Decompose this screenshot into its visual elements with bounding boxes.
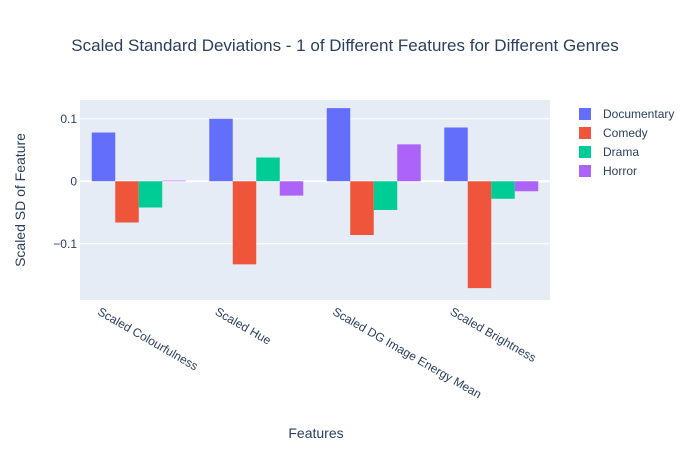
y-tick-label: 0 xyxy=(70,174,77,188)
legend-label: Drama xyxy=(603,145,639,159)
bar-horror xyxy=(279,181,304,196)
y-tick-label: −0.1 xyxy=(53,237,77,251)
x-tick-label: Scaled Brightness xyxy=(448,304,539,364)
legend-swatch xyxy=(579,127,591,139)
y-axis-ticks: 0.1 0 −0.1 xyxy=(53,112,77,251)
legend-item-horror[interactable]: Horror xyxy=(579,164,637,178)
bar-documentary xyxy=(326,108,351,182)
legend-item-comedy[interactable]: Comedy xyxy=(579,126,648,140)
x-axis-ticks: Scaled Colourfulness Scaled Hue Scaled DG … xyxy=(95,304,538,401)
x-tick-label: Scaled Colourfulness xyxy=(95,304,200,373)
legend-swatch xyxy=(579,146,591,158)
legend-swatch xyxy=(579,165,591,177)
legend-item-documentary[interactable]: Documentary xyxy=(579,107,674,121)
bar-drama xyxy=(373,181,398,210)
bar-documentary xyxy=(444,127,468,182)
y-axis-title: Scaled SD of Feature xyxy=(12,133,28,267)
bar-comedy xyxy=(467,181,492,289)
x-axis-title: Features xyxy=(288,425,343,441)
bar-documentary xyxy=(209,118,233,182)
legend-swatch xyxy=(579,108,591,120)
x-tick-label: Scaled Hue xyxy=(213,304,274,347)
legend[interactable]: Documentary Comedy Drama Horror xyxy=(579,107,674,178)
legend-label: Horror xyxy=(603,164,637,178)
bar-drama xyxy=(256,157,280,182)
chart-title: Scaled Standard Deviations - 1 of Differ… xyxy=(71,36,618,55)
legend-item-drama[interactable]: Drama xyxy=(579,145,639,159)
bars xyxy=(91,108,539,289)
legend-label: Documentary xyxy=(603,107,674,121)
legend-label: Comedy xyxy=(603,126,648,140)
bar-horror xyxy=(162,180,186,182)
bar-drama xyxy=(491,181,515,199)
bar-documentary xyxy=(91,132,116,182)
bar-horror xyxy=(397,144,421,182)
bar-comedy xyxy=(232,181,257,265)
bar-drama xyxy=(138,181,163,208)
bar-horror xyxy=(514,181,539,192)
y-tick-label: 0.1 xyxy=(60,112,77,126)
bar-comedy xyxy=(350,181,374,235)
bar-comedy xyxy=(115,181,139,223)
